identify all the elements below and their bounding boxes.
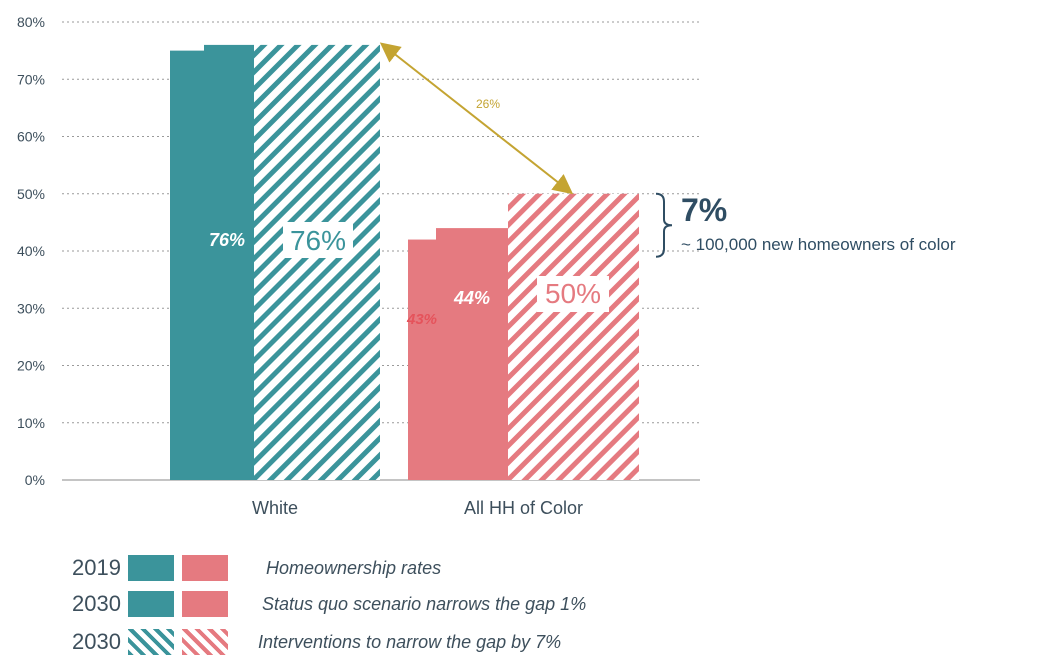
bracket-text: ~ 100,000 new homeowners of color — [681, 235, 956, 254]
y-tick-label: 60% — [17, 129, 45, 145]
legend-year: 2030 — [72, 591, 121, 616]
gap-label: 26% — [476, 97, 500, 111]
legend-row-2030-status-quo: 2030 Status quo scenario narrows the gap… — [72, 589, 586, 619]
data-label-color-intervention: 50% — [545, 278, 601, 309]
bars — [170, 44, 639, 481]
bar-2030-intervention-white — [254, 44, 380, 481]
bar-2030-intervention-color — [508, 193, 639, 480]
legend-swatch-white-striped — [128, 629, 174, 655]
gap-label-box — [471, 95, 505, 112]
legend-row-2019: 2019 Homeownership rates — [72, 553, 441, 583]
bracket-icon — [655, 192, 673, 258]
bar-2030-color — [436, 228, 508, 480]
x-category-label: All HH of Color — [464, 498, 583, 518]
data-label-color-2030: 44% — [453, 288, 490, 308]
bar-2030-white — [204, 44, 254, 481]
y-tick-label: 10% — [17, 415, 45, 431]
gap-annotation: 26% — [379, 42, 673, 258]
y-tick-label: 70% — [17, 71, 45, 87]
legend-swatch-color-striped — [182, 629, 228, 655]
legend-swatch-color — [182, 591, 228, 617]
data-label-box — [283, 222, 353, 258]
bar-2019-color — [408, 239, 436, 480]
legend-row-2030-interventions: 2030 Interventions to narrow the gap by … — [72, 627, 561, 657]
legend-text: Interventions to narrow the gap by 7% — [258, 631, 562, 652]
bar-chart: 0% 10% 20% 30% 40% 50% 60% 70% 80% 76% 76% 43% 44% 5… — [17, 14, 700, 518]
legend-text: Status quo scenario narrows the gap 1% — [262, 593, 587, 614]
data-label-white-2030: 76% — [209, 230, 245, 250]
legend-year: 2019 — [72, 555, 121, 580]
y-tick-label: 0% — [25, 472, 45, 488]
y-tick-label: 50% — [17, 186, 45, 202]
legend-swatch-color — [182, 555, 228, 581]
data-label-box — [537, 276, 609, 312]
legend-text: Homeownership rates — [266, 557, 442, 578]
y-axis: 0% 10% 20% 30% 40% 50% 60% 70% 80% — [17, 14, 45, 488]
bar-2019-white — [170, 50, 204, 480]
data-label-white-intervention: 76% — [290, 225, 346, 256]
data-labels: 76% 76% 43% 44% 50% — [209, 222, 609, 328]
y-tick-label: 20% — [17, 358, 45, 374]
legend-year: 2030 — [72, 629, 121, 654]
legend-swatch-white — [128, 591, 174, 617]
gap-arrow — [379, 42, 574, 195]
x-axis: White All HH of Color — [252, 498, 583, 518]
legend-swatch-white — [128, 555, 174, 581]
bracket-value: 7% — [681, 192, 728, 228]
y-tick-label: 30% — [17, 300, 45, 316]
y-tick-label: 40% — [17, 243, 45, 259]
data-label-color-2019: 43% — [406, 311, 437, 328]
y-tick-label: 80% — [17, 14, 45, 30]
x-category-label: White — [252, 498, 298, 518]
